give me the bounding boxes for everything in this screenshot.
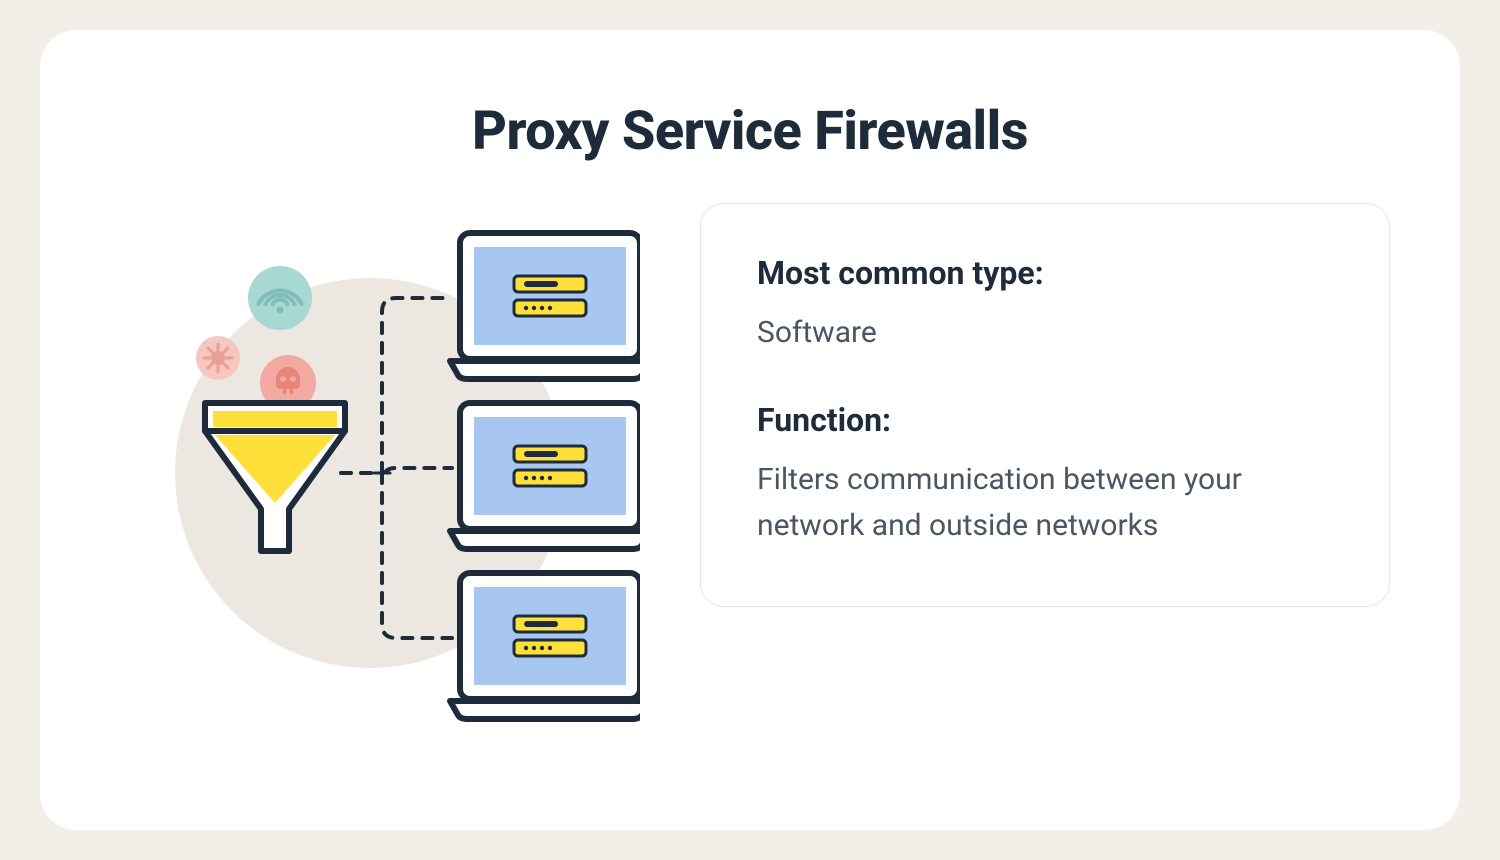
page-title: Proxy Service Firewalls [100,100,1400,163]
function-label: Function: [757,401,1333,439]
function-value: Filters communication between your netwo… [757,457,1333,550]
virus-icon [196,336,240,380]
laptop-icon-0 [450,233,640,379]
laptop-icon-2 [450,573,640,719]
content-row: Most common type: Software Function: Fil… [100,203,1400,723]
diagram-svg [110,203,640,723]
card: Proxy Service Firewalls Most common type… [40,30,1460,830]
wifi-icon [248,266,312,330]
type-label: Most common type: [757,254,1333,292]
laptop-icon-1 [450,403,640,549]
type-value: Software [757,310,1333,357]
diagram [110,203,640,723]
info-box: Most common type: Software Function: Fil… [700,203,1390,607]
